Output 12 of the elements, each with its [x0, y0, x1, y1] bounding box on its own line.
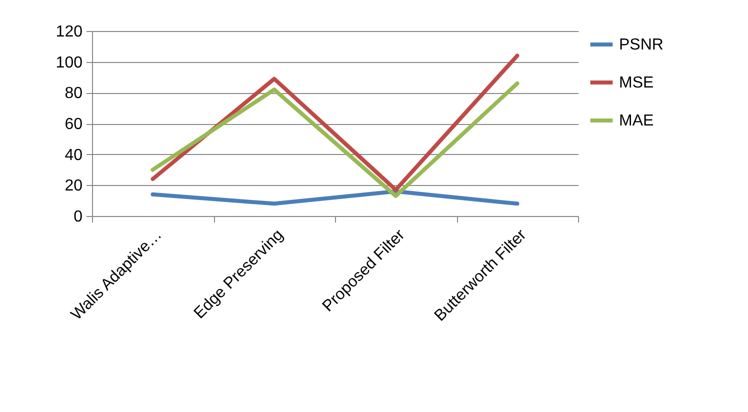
- legend-label: PSNR: [619, 36, 664, 54]
- y-tick-label: 100: [56, 54, 83, 72]
- y-tick-label: 120: [56, 24, 83, 40]
- line-series: [150, 81, 520, 198]
- legend-label: MAE: [619, 112, 654, 130]
- y-tick-label: 60: [64, 116, 83, 133]
- y-tick-label: 40: [64, 146, 83, 164]
- y-tick-label: 0: [74, 208, 83, 226]
- y-tick-label: 20: [64, 178, 83, 195]
- y-tick-label: 80: [64, 85, 83, 102]
- legend-label: MSE: [619, 74, 654, 92]
- line-series: [150, 54, 520, 192]
